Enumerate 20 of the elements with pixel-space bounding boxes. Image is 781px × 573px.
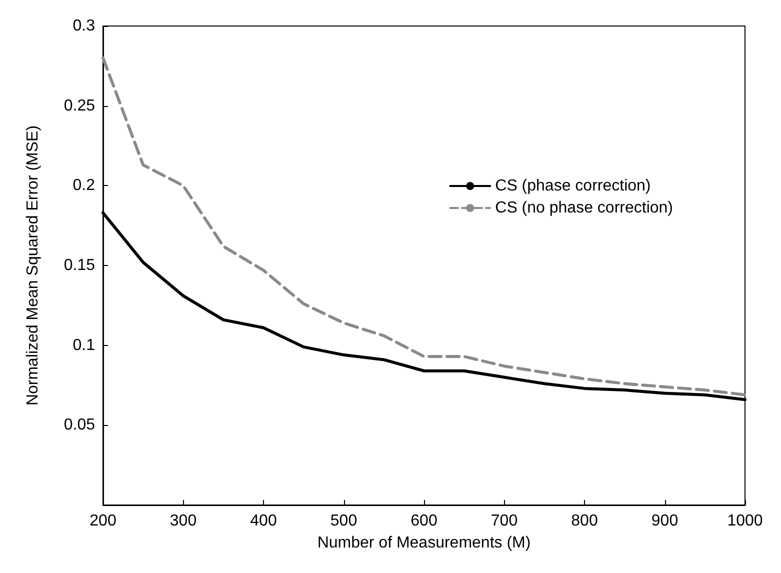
line-series [102, 56, 746, 396]
x-axis-title: Number of Measurements (M) [317, 534, 531, 552]
legend-label: CS (no phase correction) [495, 200, 673, 216]
y-tick-label: 0.3 [72, 18, 96, 34]
x-tick-label: 900 [651, 512, 678, 530]
y-tick-label: 0.05 [64, 416, 96, 434]
x-tick-label: 800 [571, 512, 598, 530]
x-tick-label: 1000 [727, 512, 763, 530]
x-tick-label: 500 [330, 512, 358, 530]
x-tick-label: 700 [490, 512, 518, 530]
legend-label: CS (phase correction) [495, 178, 651, 194]
y-tick-label: 0.2 [72, 177, 96, 194]
x-tick-label: 200 [90, 512, 116, 530]
x-tick-label: 600 [410, 512, 438, 530]
x-tick-label: 400 [250, 512, 277, 530]
x-tick-label: 300 [170, 512, 197, 530]
y-tick-label: 0.15 [64, 257, 96, 274]
y-tick-label: 0.25 [64, 97, 96, 114]
y-tick-label: 0.1 [72, 336, 96, 354]
y-axis-title: Normalized Mean Squared Error (MSE) [24, 125, 42, 406]
